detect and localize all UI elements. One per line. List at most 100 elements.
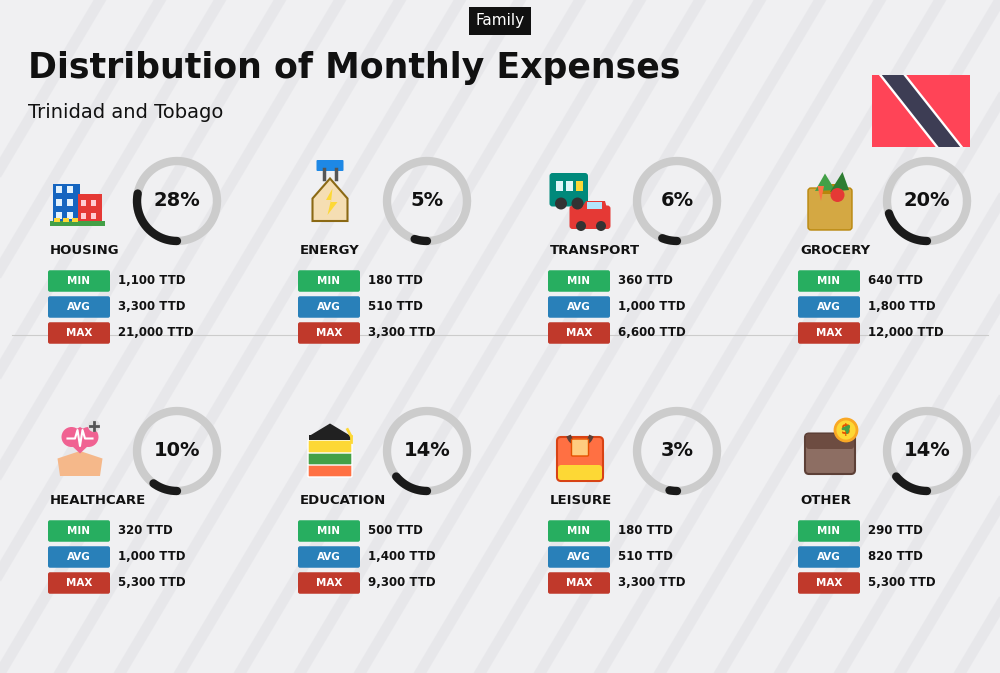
Text: LEISURE: LEISURE — [550, 495, 612, 507]
FancyBboxPatch shape — [298, 322, 360, 344]
Circle shape — [62, 427, 82, 447]
Text: $: $ — [841, 423, 851, 437]
FancyBboxPatch shape — [56, 186, 62, 192]
Text: AVG: AVG — [67, 552, 91, 562]
FancyBboxPatch shape — [798, 572, 860, 594]
Polygon shape — [58, 451, 103, 476]
FancyBboxPatch shape — [298, 271, 360, 292]
FancyBboxPatch shape — [67, 186, 73, 192]
FancyBboxPatch shape — [48, 296, 110, 318]
FancyBboxPatch shape — [48, 520, 110, 542]
FancyBboxPatch shape — [48, 572, 110, 594]
Text: MAX: MAX — [66, 578, 92, 588]
FancyBboxPatch shape — [548, 271, 610, 292]
FancyBboxPatch shape — [548, 520, 610, 542]
FancyBboxPatch shape — [308, 440, 352, 453]
Text: MIN: MIN — [817, 276, 840, 286]
Text: GROCERY: GROCERY — [800, 244, 870, 258]
Polygon shape — [815, 174, 835, 191]
FancyBboxPatch shape — [50, 221, 105, 226]
FancyBboxPatch shape — [808, 188, 852, 230]
FancyBboxPatch shape — [805, 433, 855, 474]
Text: 1,400 TTD: 1,400 TTD — [368, 551, 436, 563]
FancyBboxPatch shape — [557, 437, 603, 481]
Circle shape — [572, 197, 584, 209]
Text: MAX: MAX — [816, 578, 842, 588]
Text: AVG: AVG — [817, 552, 841, 562]
Text: HOUSING: HOUSING — [50, 244, 120, 258]
FancyBboxPatch shape — [63, 218, 69, 222]
FancyBboxPatch shape — [48, 546, 110, 568]
FancyBboxPatch shape — [67, 211, 73, 219]
FancyBboxPatch shape — [48, 271, 110, 292]
Text: Family: Family — [475, 13, 525, 28]
Polygon shape — [882, 75, 960, 147]
Text: 6,600 TTD: 6,600 TTD — [618, 326, 686, 339]
Text: HEALTHCARE: HEALTHCARE — [50, 495, 146, 507]
Text: 20%: 20% — [904, 192, 950, 211]
Circle shape — [830, 188, 844, 202]
FancyBboxPatch shape — [309, 435, 351, 439]
Text: 3,300 TTD: 3,300 TTD — [618, 577, 686, 590]
Text: AVG: AVG — [317, 302, 341, 312]
FancyBboxPatch shape — [548, 322, 610, 344]
Text: 3%: 3% — [660, 441, 694, 460]
Text: Trinidad and Tobago: Trinidad and Tobago — [28, 104, 223, 122]
FancyBboxPatch shape — [81, 200, 86, 206]
FancyBboxPatch shape — [54, 218, 60, 222]
FancyBboxPatch shape — [548, 546, 610, 568]
FancyBboxPatch shape — [798, 322, 860, 344]
Text: 5,300 TTD: 5,300 TTD — [118, 577, 186, 590]
Text: 21,000 TTD: 21,000 TTD — [118, 326, 194, 339]
Text: EDUCATION: EDUCATION — [300, 495, 386, 507]
Text: 1,800 TTD: 1,800 TTD — [868, 301, 936, 314]
FancyBboxPatch shape — [72, 218, 78, 222]
Text: 180 TTD: 180 TTD — [368, 275, 423, 287]
FancyBboxPatch shape — [308, 452, 352, 465]
Text: 14%: 14% — [404, 441, 450, 460]
FancyBboxPatch shape — [298, 520, 360, 542]
Text: 9,300 TTD: 9,300 TTD — [368, 577, 436, 590]
Text: MAX: MAX — [316, 578, 342, 588]
FancyBboxPatch shape — [798, 520, 860, 542]
FancyBboxPatch shape — [798, 296, 860, 318]
Text: OTHER: OTHER — [800, 495, 851, 507]
Text: MIN: MIN — [318, 526, 340, 536]
FancyBboxPatch shape — [298, 572, 360, 594]
Text: AVG: AVG — [67, 302, 91, 312]
Polygon shape — [313, 178, 348, 221]
Text: 1,000 TTD: 1,000 TTD — [618, 301, 686, 314]
Text: AVG: AVG — [567, 552, 591, 562]
Text: MAX: MAX — [566, 578, 592, 588]
Polygon shape — [879, 75, 963, 147]
Text: 820 TTD: 820 TTD — [868, 551, 923, 563]
FancyBboxPatch shape — [572, 439, 588, 456]
Text: AVG: AVG — [567, 302, 591, 312]
Text: 6%: 6% — [660, 192, 694, 211]
Text: MAX: MAX — [66, 328, 92, 338]
Text: 180 TTD: 180 TTD — [618, 524, 673, 538]
Text: 510 TTD: 510 TTD — [368, 301, 423, 314]
Text: 5,300 TTD: 5,300 TTD — [868, 577, 936, 590]
FancyBboxPatch shape — [548, 572, 610, 594]
FancyBboxPatch shape — [308, 464, 352, 477]
Circle shape — [596, 221, 606, 231]
Circle shape — [576, 221, 586, 231]
Text: 290 TTD: 290 TTD — [868, 524, 923, 538]
Circle shape — [555, 197, 567, 209]
Text: Distribution of Monthly Expenses: Distribution of Monthly Expenses — [28, 51, 680, 85]
FancyBboxPatch shape — [298, 546, 360, 568]
Text: MIN: MIN — [817, 526, 840, 536]
FancyBboxPatch shape — [298, 296, 360, 318]
Text: 320 TTD: 320 TTD — [118, 524, 173, 538]
FancyBboxPatch shape — [81, 213, 86, 219]
FancyBboxPatch shape — [556, 181, 563, 191]
FancyBboxPatch shape — [569, 205, 610, 229]
Text: MIN: MIN — [318, 276, 340, 286]
Circle shape — [88, 420, 100, 432]
Circle shape — [835, 419, 857, 441]
FancyBboxPatch shape — [558, 465, 602, 480]
Text: ENERGY: ENERGY — [300, 244, 360, 258]
Text: 1,000 TTD: 1,000 TTD — [118, 551, 186, 563]
Text: MIN: MIN — [68, 276, 90, 286]
